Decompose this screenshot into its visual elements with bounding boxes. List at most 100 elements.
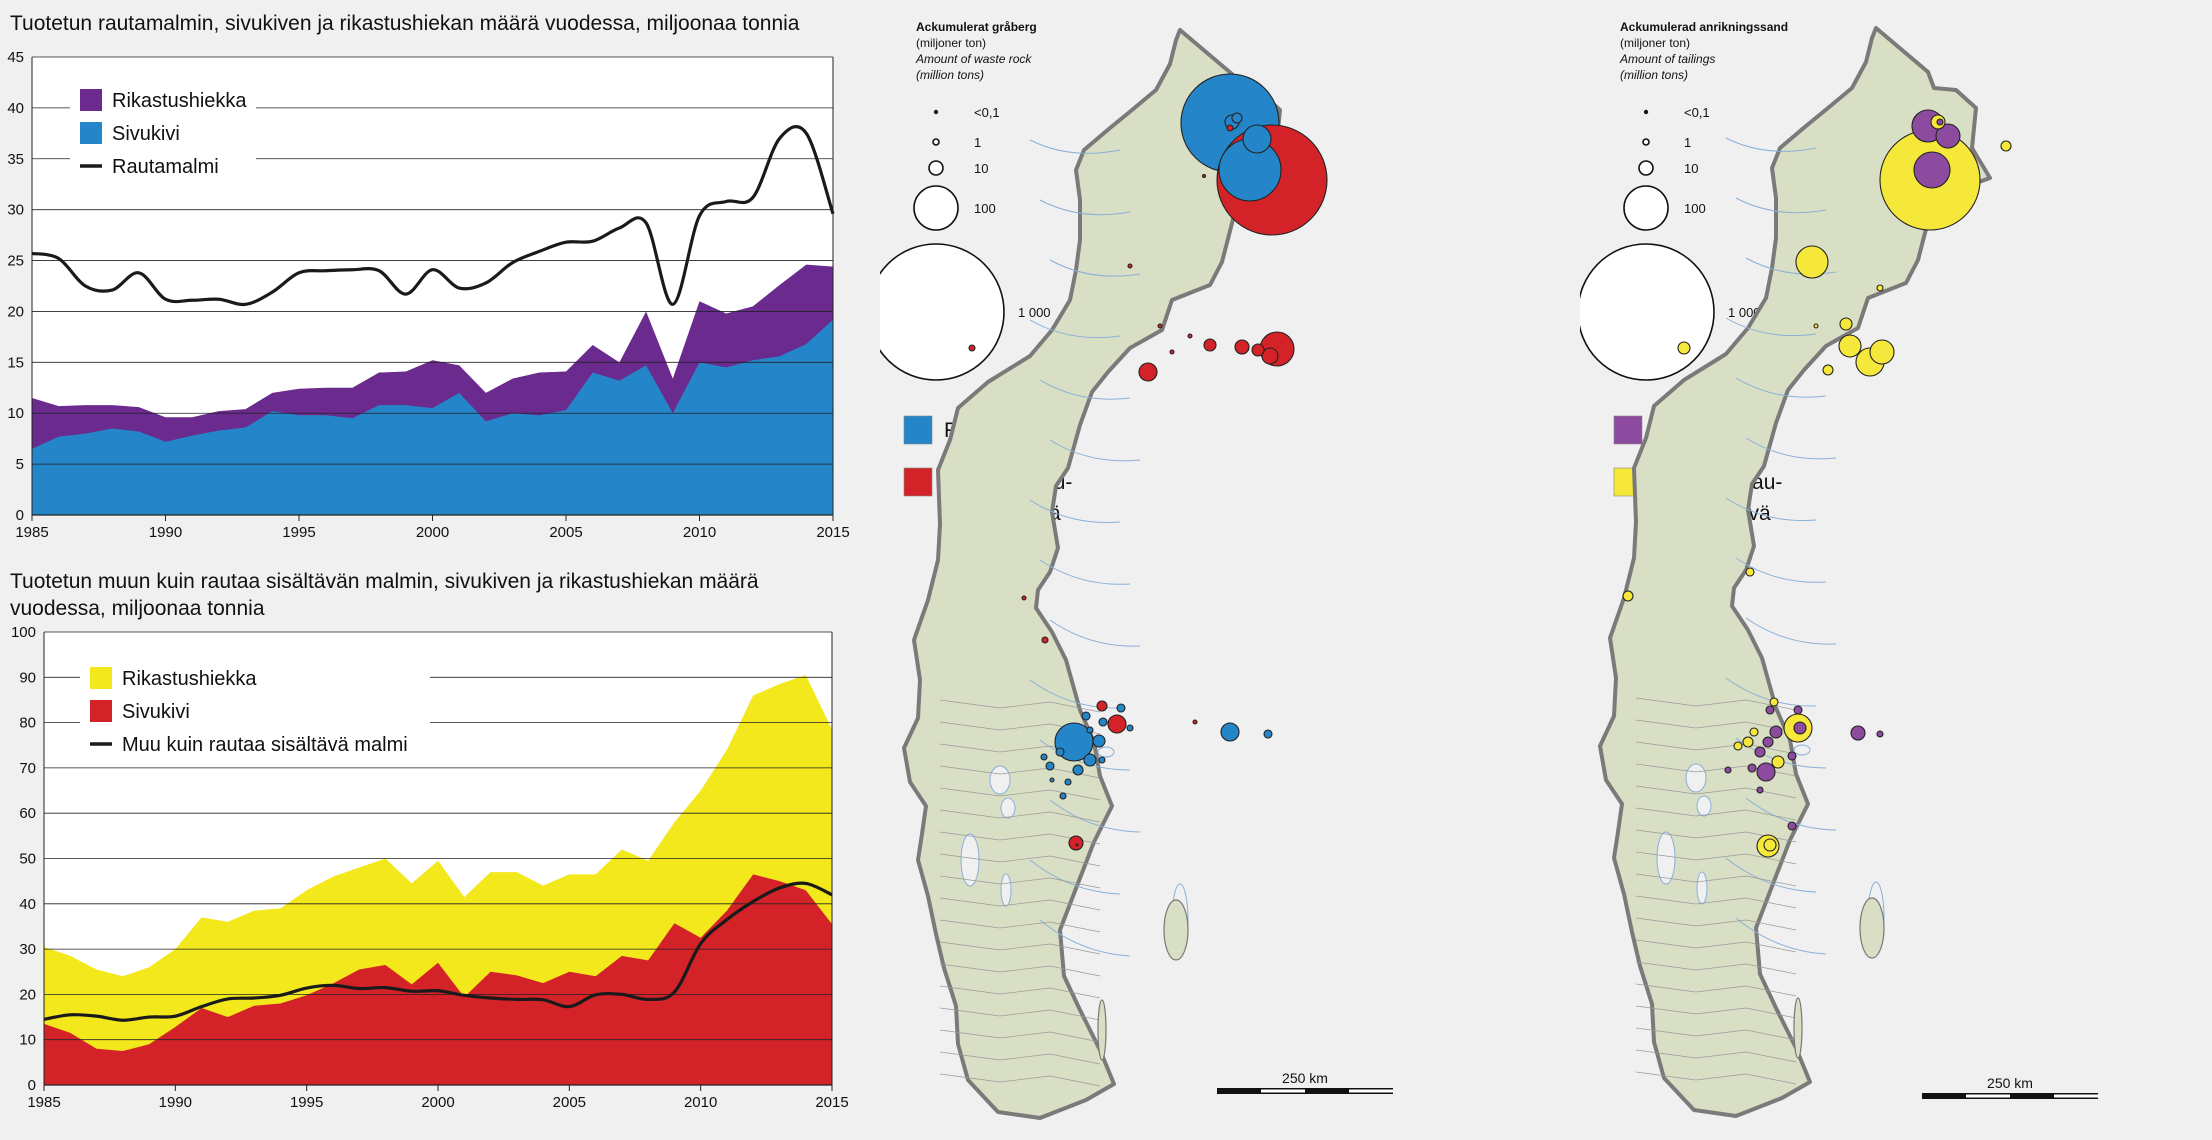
legend-label: Sivukivi	[122, 701, 190, 723]
map-legend-heading: (million tons)	[1620, 68, 1688, 82]
size-legend-circle	[913, 185, 959, 231]
site-circle	[1822, 364, 1834, 376]
river	[1049, 799, 1141, 833]
lake	[1000, 797, 1016, 819]
site-circle	[1913, 151, 1951, 189]
river	[1029, 139, 1121, 154]
site-circle	[1869, 339, 1895, 365]
map-legend-heading: Ackumulerat gråberg	[916, 20, 1037, 34]
site-circle	[1839, 317, 1853, 331]
site-circle	[1068, 835, 1084, 851]
river	[1049, 619, 1141, 647]
lake	[1656, 831, 1676, 885]
site-circle	[1876, 730, 1884, 738]
river	[1745, 797, 1837, 831]
river	[1029, 319, 1121, 339]
site-circle	[1763, 838, 1777, 852]
river	[1029, 679, 1121, 709]
lake	[1685, 763, 1707, 793]
x-tick-label: 1995	[282, 524, 315, 541]
x-tick-label: 1985	[15, 524, 48, 541]
sweden-land	[902, 28, 1296, 1120]
municipal-border	[939, 787, 1101, 801]
site-circle	[1040, 753, 1048, 761]
site-circle	[1793, 705, 1803, 715]
municipal-border	[1635, 741, 1797, 755]
x-tick-label: 2005	[549, 524, 582, 541]
size-legend-label: <0,1	[974, 105, 1000, 120]
site-circle	[1192, 719, 1198, 725]
river	[1745, 617, 1837, 645]
legend-box	[80, 656, 430, 766]
series-area-sivukivi	[32, 319, 833, 515]
site-circle	[1745, 567, 1755, 577]
size-legend-label: 1	[974, 135, 981, 150]
site-circle	[1769, 725, 1783, 739]
river	[1725, 497, 1817, 521]
site-circle	[1936, 118, 1944, 126]
scale-label: 250 km	[1987, 1075, 2033, 1091]
site-circle	[1201, 173, 1207, 179]
site-circle	[1138, 362, 1158, 382]
site-circle	[1107, 714, 1127, 734]
gotland	[1163, 899, 1189, 961]
municipal-border	[1635, 961, 1797, 975]
lake	[1000, 873, 1012, 907]
gotland	[1859, 897, 1885, 959]
category-swatch	[1613, 415, 1643, 445]
y-tick-label: 40	[7, 100, 24, 117]
tailings-map: Ackumulerad anrikningssand (miljoner ton)…	[1580, 20, 2098, 1118]
municipal-border	[1635, 939, 1797, 953]
site-circle	[1756, 786, 1764, 794]
legend-swatch	[80, 89, 102, 111]
oland	[1793, 997, 1803, 1059]
site-circle	[1242, 124, 1272, 154]
scale-label: 250 km	[1282, 1070, 1328, 1086]
site-circle	[2000, 140, 2012, 152]
municipal-border	[939, 1051, 1101, 1065]
site-circle	[1263, 729, 1273, 739]
legend-label: Rikastushiekka	[122, 668, 257, 690]
river	[1049, 439, 1141, 462]
municipal-border	[1635, 873, 1797, 887]
lake	[1793, 744, 1811, 756]
series-line	[31, 125, 835, 307]
site-circle	[1098, 756, 1106, 764]
map-legend-heading: (miljoner ton)	[1620, 36, 1690, 50]
category-swatch	[903, 415, 933, 445]
municipal-border	[1635, 1005, 1797, 1019]
y-tick-label: 30	[19, 941, 36, 958]
site-circle	[1787, 821, 1797, 831]
scale-bar-segment	[1349, 1089, 1393, 1093]
river	[1039, 919, 1131, 957]
site-circle	[1055, 747, 1065, 757]
y-tick-label: 25	[7, 253, 24, 270]
legend-label: Rikastushiekka	[112, 90, 247, 112]
y-tick-label: 15	[7, 354, 24, 371]
y-tick-label: 45	[7, 49, 24, 66]
site-circle	[1850, 725, 1866, 741]
site-circle	[1234, 339, 1250, 355]
site-circle	[1742, 736, 1754, 748]
site-circle	[1157, 323, 1163, 329]
size-legend-circle	[1638, 160, 1654, 176]
river	[1745, 257, 1837, 275]
river	[1735, 377, 1827, 398]
x-tick-label: 2015	[816, 524, 849, 541]
chart1-svg: 0 5 10 15 20 25 30 35 40 45 1985 1990 1995 2000 2005 20…	[7, 49, 849, 541]
site-circle	[1622, 590, 1634, 602]
site-circle	[1769, 697, 1779, 707]
municipal-border	[939, 897, 1101, 911]
site-circle	[1126, 724, 1134, 732]
river	[1029, 499, 1121, 523]
site-circle	[1127, 263, 1133, 269]
site-circle	[1733, 741, 1743, 751]
site-circle	[1086, 726, 1094, 734]
y-tick-label: 0	[16, 507, 24, 524]
site-circle	[1762, 736, 1774, 748]
municipal-border	[1635, 895, 1797, 909]
series-area-sivukivi	[44, 874, 832, 1085]
municipal-border	[1635, 785, 1797, 799]
river	[1049, 259, 1141, 277]
x-tick-label: 2015	[815, 1094, 848, 1111]
